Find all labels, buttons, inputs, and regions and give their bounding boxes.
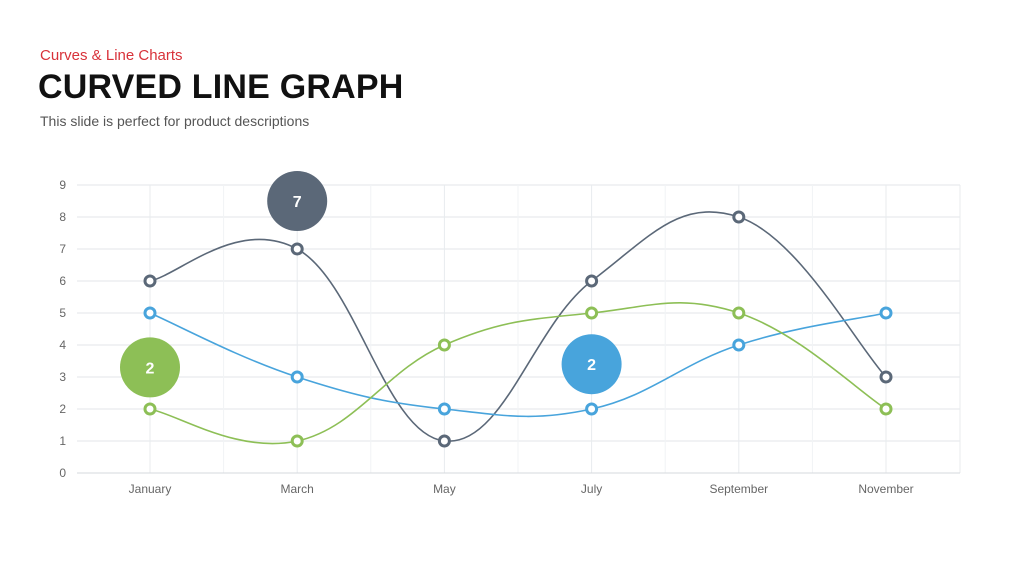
series-1-point: [290, 242, 304, 256]
slide-category: Curves & Line Charts: [40, 47, 183, 64]
y-tick-label: 9: [59, 178, 66, 192]
y-tick-label: 8: [59, 210, 66, 224]
slide-subtitle: This slide is perfect for product descri…: [40, 113, 310, 129]
x-tick-label: July: [581, 482, 602, 496]
y-tick-label: 4: [59, 338, 66, 352]
y-tick-label: 0: [59, 466, 66, 480]
callout-bubble: [267, 171, 328, 231]
y-tick-label: 3: [59, 370, 66, 384]
series-2-point: [732, 338, 746, 352]
series-2-point: [585, 402, 599, 416]
callout-label: 2: [146, 360, 155, 377]
series-3-point: [290, 434, 304, 448]
series-3-point: [437, 338, 451, 352]
series-1-point: [732, 210, 746, 224]
callout-label: 7: [293, 194, 302, 211]
series-2-point: [437, 402, 451, 416]
callout-bubble: [561, 334, 622, 395]
series-line-2: [149, 312, 887, 418]
series-1-point: [437, 434, 451, 448]
series-line-3: [149, 302, 887, 445]
y-tick-label: 7: [59, 242, 66, 256]
x-tick-label: May: [433, 482, 456, 496]
series-2-point: [143, 306, 157, 320]
y-tick-label: 1: [59, 434, 66, 448]
callout-label: 2: [587, 357, 596, 374]
series-2-point: [879, 306, 893, 320]
series-2-point: [290, 370, 304, 384]
series-3-point: [732, 306, 746, 320]
series-1-point: [585, 274, 599, 288]
x-tick-label: September: [709, 482, 768, 496]
x-tick-label: November: [858, 482, 913, 496]
series-3-point: [143, 402, 157, 416]
callout-bubble: [120, 337, 180, 398]
x-tick-label: March: [281, 482, 314, 496]
y-tick-label: 5: [59, 306, 66, 320]
x-tick-label: January: [129, 482, 172, 496]
y-tick-label: 2: [59, 402, 66, 416]
slide-title: CURVED LINE GRAPH: [38, 68, 404, 106]
series-3-point: [585, 306, 599, 320]
series-1-point: [879, 370, 893, 384]
series-1-point: [143, 274, 157, 288]
series-3-point: [879, 402, 893, 416]
y-tick-label: 6: [59, 274, 66, 288]
